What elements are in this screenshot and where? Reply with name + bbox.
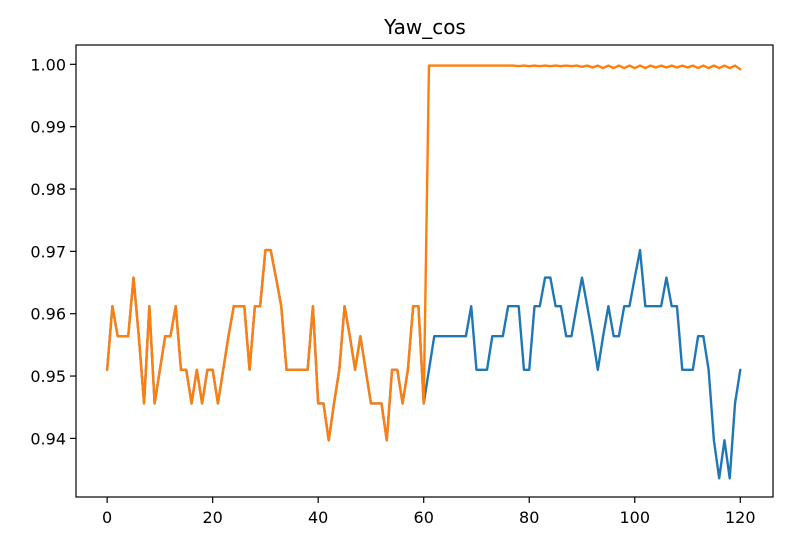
x-tick-label: 40 [308,508,328,527]
y-tick-label: 0.96 [30,305,66,324]
y-tick-label: 0.95 [30,367,66,386]
chart-title: Yaw_cos [383,15,466,39]
y-tick-label: 0.94 [30,429,66,448]
y-tick-label: 0.99 [30,118,66,137]
x-tick-label: 80 [519,508,539,527]
y-tick-label: 1.00 [30,55,66,74]
series-line-2 [105,64,742,442]
x-tick-label: 0 [102,508,112,527]
x-tick-label: 60 [414,508,434,527]
series-layer [105,64,742,480]
ticks-layer: 0 20 40 60 80 100 120 0.94 0.95 0.96 0.97 0.98 0.99 1… [30,55,755,527]
y-tick-label: 0.97 [30,242,66,261]
x-tick-label: 20 [202,508,222,527]
x-tick-label: 100 [619,508,650,527]
x-tick-label: 120 [725,508,756,527]
y-tick-label: 0.98 [30,180,66,199]
plot-area-frame [75,44,774,498]
